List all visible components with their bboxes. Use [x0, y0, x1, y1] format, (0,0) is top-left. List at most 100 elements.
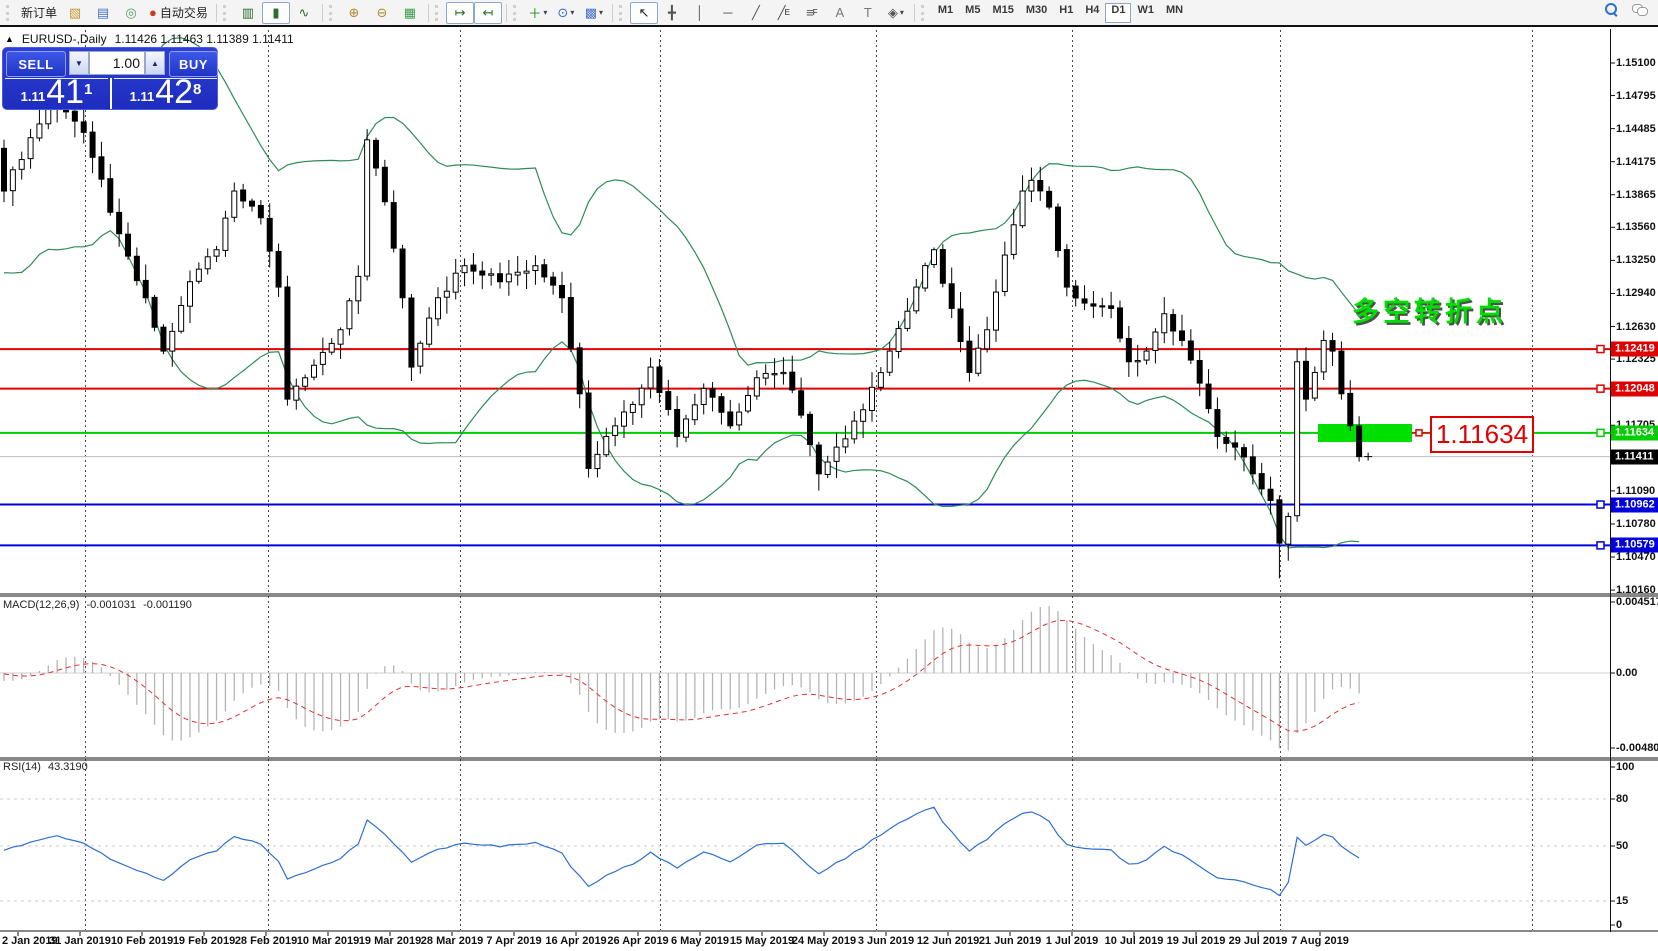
- autotrading-button[interactable]: ● 自动交易: [149, 5, 208, 20]
- toolbar-grip: [618, 4, 625, 21]
- trendline-icon[interactable]: ╱: [751, 4, 760, 20]
- sell-price[interactable]: 1.11 41 1: [5, 73, 108, 111]
- toolbar-separator: [215, 3, 217, 22]
- toolbar-grip: [6, 4, 12, 21]
- fibonacci-icon[interactable]: ≡ F: [806, 5, 818, 20]
- timeframe-h1[interactable]: H1: [1059, 3, 1074, 16]
- volume-decrease-button[interactable]: ▼: [69, 51, 89, 75]
- cursor-icon[interactable]: ↖: [629, 1, 658, 24]
- main-toolbar: 新订单 ▧ ▤ ◎ ● 自动交易 ▥ ▮ ∿ ⊕ ⊖ ▦ ↦ ↤ ＋ ▾ ⊙ ▾ ▩ ▾ ↖ ╋ │ ─ ╱ ╱ E ≡ F A T ◈ ▾ M1…: [0, 0, 1658, 25]
- volume-increase-button[interactable]: ▲: [145, 51, 165, 75]
- toolbar-grip: [328, 4, 335, 21]
- price-tick: 1.10470: [1616, 551, 1656, 564]
- line-chart-icon[interactable]: ∿: [298, 4, 310, 20]
- auto-scroll-icon[interactable]: ↦: [445, 1, 474, 24]
- bollinger-upper-band: [3, 37, 1360, 366]
- price-tag-1.11634: 1.11634: [1611, 425, 1658, 441]
- turning-point-annotation[interactable]: 多空转折点: [1352, 297, 1507, 327]
- date-tick: 10 Jul 2019: [1104, 935, 1164, 947]
- text-label-icon[interactable]: T: [863, 5, 872, 20]
- one-click-trading-panel: SELL ▼ ▲ BUY 1.11 41 1 1.11 42 8: [2, 47, 218, 110]
- timeframe-m30[interactable]: M30: [1025, 3, 1048, 16]
- line-handle[interactable]: [1596, 428, 1605, 438]
- template-icon[interactable]: ▩ ▾: [584, 4, 604, 20]
- new-chart-icon[interactable]: ▧: [68, 4, 82, 20]
- date-tick: 2 Jan 2019: [2, 935, 58, 947]
- channel-icon[interactable]: ╱ E: [777, 4, 790, 20]
- timeframe-mn[interactable]: MN: [1165, 3, 1184, 16]
- indicator-tick: 80: [1616, 793, 1629, 805]
- callout-handle[interactable]: [1415, 429, 1423, 437]
- toolbar-separator: [505, 3, 507, 22]
- horizontal-line-icon[interactable]: ─: [723, 5, 733, 20]
- price-tick: 1.12940: [1616, 287, 1656, 300]
- timeframe-m1[interactable]: M1: [937, 3, 954, 16]
- text-icon[interactable]: A: [835, 5, 845, 20]
- price-tick: 1.10780: [1616, 517, 1656, 530]
- add-indicator-icon[interactable]: ＋ ▾: [528, 6, 548, 21]
- bar-chart-icon[interactable]: ▥: [241, 4, 255, 20]
- line-handle[interactable]: [1596, 344, 1605, 354]
- price-tick: 1.10160: [1616, 584, 1656, 597]
- market-watch-icon[interactable]: ▤: [96, 4, 110, 20]
- toolbar-grip: [434, 4, 441, 21]
- chart-shift-icon[interactable]: ↤: [473, 1, 502, 24]
- crosshair-icon[interactable]: ╋: [667, 4, 676, 20]
- sell-price-pip: 1: [84, 81, 93, 98]
- support-zone-rectangle[interactable]: [1318, 424, 1412, 442]
- navigator-icon[interactable]: ◎: [125, 4, 137, 20]
- toolbar-grip: [512, 4, 519, 21]
- zoom-out-icon[interactable]: ⊖: [376, 4, 388, 20]
- sell-button[interactable]: SELL: [6, 51, 66, 77]
- date-tick: 21 Jun 2019: [978, 935, 1042, 947]
- bollinger-lower-band: [3, 229, 1360, 549]
- line-handle[interactable]: [1596, 384, 1605, 393]
- tile-windows-icon[interactable]: ▦: [403, 4, 417, 20]
- date-tick: 6 May 2019: [670, 935, 730, 947]
- indicator-tick: 50: [1616, 840, 1629, 852]
- date-tick: 7 Apr 2019: [486, 935, 542, 947]
- buy-button[interactable]: BUY: [169, 51, 218, 77]
- macd-signal-line: [3, 619, 1360, 732]
- search-icon[interactable]: [1605, 3, 1618, 17]
- chart-canvas[interactable]: [0, 27, 1658, 951]
- chart-icon: ▲: [5, 34, 14, 44]
- ohlc-values: 1.11426 1.11463 1.11389 1.11411: [114, 32, 294, 46]
- date-tick: 10 Mar 2019: [296, 935, 360, 947]
- macd-label: MACD(12,26,9) -0.001031 -0.001190: [3, 599, 192, 611]
- price-tag-1.10962: 1.10962: [1611, 497, 1658, 513]
- vertical-line-icon[interactable]: │: [695, 5, 704, 20]
- new-order-button[interactable]: 新订单: [21, 6, 58, 20]
- sell-price-big: 41: [46, 73, 85, 111]
- price-callout-box[interactable]: 1.11634: [1430, 416, 1534, 453]
- rsi-line: [3, 806, 1360, 897]
- date-tick: 19 Jul 2019: [1166, 935, 1226, 947]
- buy-price-pip: 8: [193, 81, 202, 98]
- date-tick: 15 May 2019: [729, 935, 795, 947]
- price-tag-1.10579: 1.10579: [1611, 537, 1658, 553]
- zoom-in-icon[interactable]: ⊕: [348, 4, 360, 20]
- date-tick: 3 Jun 2019: [857, 935, 915, 947]
- shapes-icon[interactable]: ◈ ▾: [887, 4, 904, 20]
- date-tick: 16 Apr 2019: [545, 935, 607, 947]
- timeframe-h4[interactable]: H4: [1085, 3, 1100, 16]
- timeframe-d1[interactable]: D1: [1105, 2, 1132, 23]
- date-tick: 19 Mar 2019: [358, 935, 422, 947]
- buy-price-big: 42: [155, 73, 194, 111]
- timeframe-w1[interactable]: W1: [1137, 3, 1154, 16]
- indicator-tick: 0: [1616, 919, 1623, 931]
- rsi-label: RSI(14) 43.3190: [3, 761, 88, 773]
- date-tick: 31 Jan 2019: [49, 935, 111, 947]
- timeframe-m15[interactable]: M15: [992, 3, 1014, 16]
- timeframe-m5[interactable]: M5: [965, 3, 981, 16]
- line-handle[interactable]: [1596, 500, 1605, 509]
- chat-icon[interactable]: [1632, 4, 1648, 16]
- buy-price[interactable]: 1.11 42 8: [114, 73, 217, 111]
- indicator-tick: 100: [1616, 761, 1635, 773]
- date-tick: 1 Jul 2019: [1045, 935, 1099, 947]
- chart-title: ▲ EURUSD-,Daily 1.11426 1.11463 1.11389 …: [5, 32, 294, 46]
- line-handle[interactable]: [1596, 541, 1605, 550]
- periods-icon[interactable]: ⊙ ▾: [557, 4, 575, 20]
- candlestick-chart-icon[interactable]: ▮: [261, 1, 290, 24]
- volume-input[interactable]: [89, 51, 145, 75]
